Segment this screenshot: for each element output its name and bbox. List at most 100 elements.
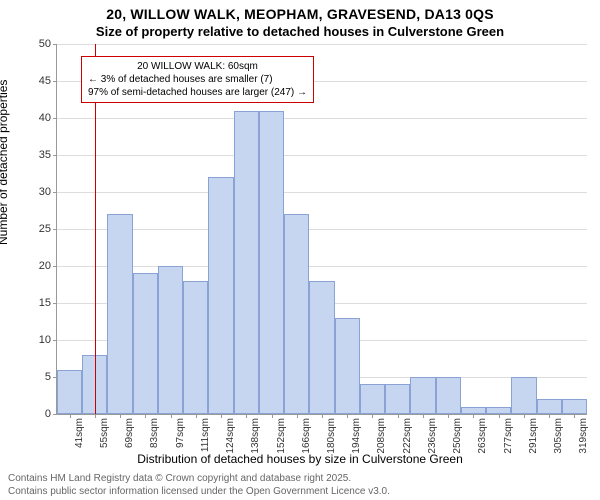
xtick-label: 180sqm <box>326 418 337 454</box>
xtick-label: 138sqm <box>250 418 261 454</box>
ytick-mark <box>53 414 57 415</box>
plot-area: 0510152025303540455041sqm55sqm69sqm83sqm… <box>56 44 587 415</box>
ytick-label: 10 <box>39 334 51 346</box>
histogram-bar <box>57 370 82 414</box>
histogram-bar <box>562 399 587 414</box>
annotation-line: 20 WILLOW WALK: 60sqm <box>88 60 307 73</box>
histogram-bar <box>107 214 132 414</box>
gridline <box>57 192 587 193</box>
histogram-bar <box>284 214 309 414</box>
ytick-label: 25 <box>39 223 51 235</box>
ytick-label: 30 <box>39 186 51 198</box>
xtick-label: 263sqm <box>477 418 488 454</box>
gridline <box>57 44 587 45</box>
xtick-mark <box>398 414 399 418</box>
ytick-mark <box>53 155 57 156</box>
xtick-mark <box>246 414 247 418</box>
xtick-label: 277sqm <box>503 418 514 454</box>
ytick-mark <box>53 303 57 304</box>
histogram-bar <box>511 377 536 414</box>
xtick-label: 194sqm <box>351 418 362 454</box>
histogram-bar <box>183 281 208 414</box>
histogram-bar <box>158 266 183 414</box>
ytick-label: 50 <box>39 38 51 50</box>
xtick-label: 124sqm <box>225 418 236 454</box>
xtick-label: 250sqm <box>452 418 463 454</box>
gridline <box>57 229 587 230</box>
ytick-mark <box>53 229 57 230</box>
xtick-label: 152sqm <box>276 418 287 454</box>
xtick-label: 319sqm <box>578 418 589 454</box>
xtick-mark <box>120 414 121 418</box>
ytick-label: 5 <box>45 371 51 383</box>
xtick-mark <box>549 414 550 418</box>
ytick-label: 45 <box>39 75 51 87</box>
histogram-bar <box>259 111 284 414</box>
ytick-label: 0 <box>45 408 51 420</box>
ytick-label: 40 <box>39 112 51 124</box>
histogram-bar <box>461 407 486 414</box>
xtick-mark <box>272 414 273 418</box>
histogram-bar <box>309 281 334 414</box>
x-axis-label: Distribution of detached houses by size … <box>0 452 600 466</box>
histogram-bar <box>410 377 435 414</box>
gridline <box>57 118 587 119</box>
xtick-label: 222sqm <box>402 418 413 454</box>
ytick-mark <box>53 340 57 341</box>
annotation-line: ← 3% of detached houses are smaller (7) <box>88 73 307 86</box>
xtick-label: 208sqm <box>376 418 387 454</box>
xtick-mark <box>473 414 474 418</box>
ytick-mark <box>53 118 57 119</box>
xtick-mark <box>221 414 222 418</box>
ytick-label: 15 <box>39 297 51 309</box>
histogram-bar <box>537 399 562 414</box>
footer-line-2: Contains public sector information licen… <box>8 486 592 499</box>
ytick-mark <box>53 266 57 267</box>
xtick-mark <box>372 414 373 418</box>
xtick-mark <box>524 414 525 418</box>
histogram-bar <box>208 177 233 414</box>
xtick-mark <box>347 414 348 418</box>
ytick-label: 20 <box>39 260 51 272</box>
xtick-label: 111sqm <box>200 418 211 452</box>
xtick-label: 166sqm <box>301 418 312 454</box>
xtick-mark <box>322 414 323 418</box>
xtick-mark <box>171 414 172 418</box>
ytick-mark <box>53 81 57 82</box>
xtick-mark <box>423 414 424 418</box>
xtick-label: 41sqm <box>74 418 85 448</box>
xtick-mark <box>70 414 71 418</box>
histogram-bar <box>385 384 410 414</box>
ytick-label: 35 <box>39 149 51 161</box>
xtick-mark <box>297 414 298 418</box>
xtick-label: 83sqm <box>149 418 160 448</box>
xtick-label: 305sqm <box>553 418 564 454</box>
xtick-label: 97sqm <box>175 418 186 448</box>
chart-title-line2: Size of property relative to detached ho… <box>0 24 600 39</box>
chart-title-line1: 20, WILLOW WALK, MEOPHAM, GRAVESEND, DA1… <box>0 6 600 22</box>
y-axis-label: Number of detached properties <box>0 80 10 245</box>
xtick-label: 236sqm <box>427 418 438 454</box>
histogram-bar <box>133 273 158 414</box>
histogram-bar <box>486 407 511 414</box>
xtick-mark <box>145 414 146 418</box>
histogram-bar <box>234 111 259 414</box>
ytick-mark <box>53 44 57 45</box>
histogram-bar <box>335 318 360 414</box>
footer-line-1: Contains HM Land Registry data © Crown c… <box>8 473 592 486</box>
annotation-line: 97% of semi-detached houses are larger (… <box>88 86 307 99</box>
xtick-mark <box>196 414 197 418</box>
xtick-mark <box>499 414 500 418</box>
histogram-bar <box>436 377 461 414</box>
gridline <box>57 155 587 156</box>
xtick-label: 69sqm <box>124 418 135 448</box>
annotation-box: 20 WILLOW WALK: 60sqm← 3% of detached ho… <box>81 56 314 103</box>
chart-footer: Contains HM Land Registry data © Crown c… <box>8 473 592 498</box>
xtick-mark <box>448 414 449 418</box>
xtick-mark <box>574 414 575 418</box>
xtick-label: 291sqm <box>528 418 539 454</box>
xtick-mark <box>95 414 96 418</box>
gridline <box>57 266 587 267</box>
histogram-bar <box>360 384 385 414</box>
ytick-mark <box>53 192 57 193</box>
